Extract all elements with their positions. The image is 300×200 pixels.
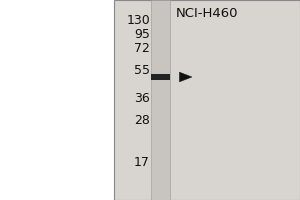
Text: 17: 17 [134, 156, 150, 169]
Bar [151, 0, 170, 200]
Bar [0, 0, 114, 200]
Text: 36: 36 [134, 92, 150, 105]
Bar [151, 74, 170, 80]
Text: 28: 28 [134, 114, 150, 127]
Text: 55: 55 [134, 64, 150, 77]
Text: 95: 95 [134, 28, 150, 42]
Text: 72: 72 [134, 42, 150, 55]
Polygon shape [179, 72, 192, 82]
Text: NCI-H460: NCI-H460 [176, 7, 238, 20]
Bar [114, 0, 300, 200]
Text: 130: 130 [126, 15, 150, 27]
